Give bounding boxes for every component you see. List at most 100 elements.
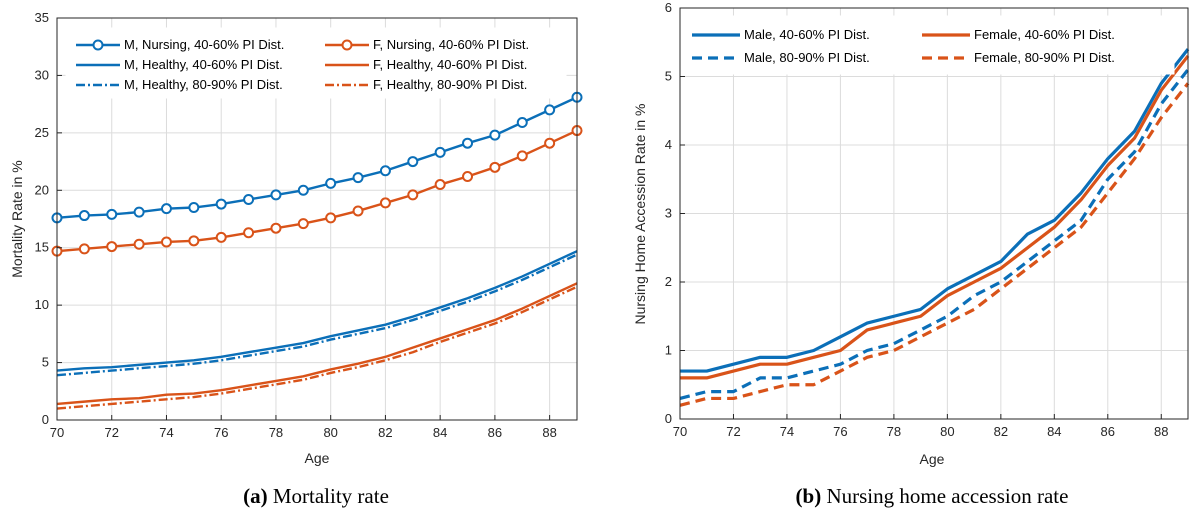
x-tick-label: 76 xyxy=(833,424,847,439)
x-tick-label: 86 xyxy=(488,425,502,440)
caption-b-text: Nursing home accession rate xyxy=(826,484,1068,508)
data-point xyxy=(352,205,364,217)
caption-a: (a) Mortality rate xyxy=(243,484,389,508)
data-point xyxy=(243,227,255,239)
legend-marker xyxy=(341,39,353,51)
x-tick-label: 72 xyxy=(105,425,119,440)
data-point xyxy=(379,197,391,209)
y-tick-label: 5 xyxy=(42,355,49,370)
x-axis-label: Age xyxy=(920,451,945,467)
data-point xyxy=(516,117,528,129)
data-point xyxy=(270,222,282,234)
legend: Male, 40-60% PI Dist. Male, 80-90% PI Di… xyxy=(687,15,1175,75)
legend-entry: F, Healthy, 80-90% PI Dist. xyxy=(373,77,527,92)
legend-keys xyxy=(76,39,369,87)
x-tick-label: 86 xyxy=(1101,424,1115,439)
x-tick-label: 82 xyxy=(994,424,1008,439)
y-tick-label: 3 xyxy=(665,206,672,221)
y-tick-label: 10 xyxy=(35,297,49,312)
legend-entry: Male, 80-90% PI Dist. xyxy=(744,50,870,65)
x-tick-label: 88 xyxy=(1154,424,1168,439)
x-tick-label: 80 xyxy=(323,425,337,440)
series-line xyxy=(56,129,578,253)
series-line xyxy=(56,282,578,406)
data-point xyxy=(215,198,227,210)
legend-entry: M, Healthy, 40-60% PI Dist. xyxy=(124,57,283,72)
data-point xyxy=(106,241,118,253)
y-tick-label: 25 xyxy=(35,125,49,140)
data-point xyxy=(215,231,227,243)
data-point xyxy=(407,156,419,168)
x-tick-label: 78 xyxy=(269,425,283,440)
data-point xyxy=(462,137,474,149)
tick-labels: 70 72 74 76 78 80 82 84 86 88 0 1 2 3 4 5 6 xyxy=(665,0,1169,439)
data-point xyxy=(188,235,200,247)
data-point xyxy=(106,208,118,220)
data-point xyxy=(188,202,200,214)
data-point xyxy=(544,104,556,116)
data-point xyxy=(78,210,90,222)
x-tick-label: 84 xyxy=(1047,424,1061,439)
series-line xyxy=(56,250,578,372)
x-tick-label: 74 xyxy=(780,424,794,439)
series-line xyxy=(680,54,1190,380)
y-tick-label: 20 xyxy=(35,182,49,197)
nursing-home-chart: 70 72 74 76 78 80 82 84 86 88 0 1 2 3 4 5 6 Age Nursing … xyxy=(632,0,1190,508)
y-tick-label: 6 xyxy=(665,0,672,15)
plot-frame xyxy=(56,17,578,421)
data-point xyxy=(133,238,145,250)
data-point xyxy=(297,218,309,230)
series-layer xyxy=(679,48,1190,407)
legend-box xyxy=(65,27,567,99)
caption-b: (b) Nursing home accession rate xyxy=(796,484,1069,508)
y-tick-label: 15 xyxy=(35,240,49,255)
data-point xyxy=(407,189,419,201)
y-tick-label: 30 xyxy=(35,67,49,82)
data-point xyxy=(325,212,337,224)
data-point xyxy=(489,161,501,173)
mortality-chart: 70 72 74 76 78 80 82 84 86 88 0 5 10 15 20 25 30 35 Age M… xyxy=(9,10,583,508)
caption-a-text: Mortality rate xyxy=(273,484,389,508)
data-point xyxy=(489,129,501,141)
y-tick-label: 5 xyxy=(665,69,672,84)
x-axis-label: Age xyxy=(305,450,330,466)
legend-entry: M, Healthy, 80-90% PI Dist. xyxy=(124,77,283,92)
data-point xyxy=(270,189,282,201)
legend-keys xyxy=(692,33,970,60)
data-point xyxy=(379,165,391,177)
x-tick-label: 70 xyxy=(50,425,64,440)
legend-box xyxy=(687,15,1175,75)
legend-entry: Male, 40-60% PI Dist. xyxy=(744,27,870,42)
x-tick-label: 88 xyxy=(542,425,556,440)
data-point xyxy=(297,184,309,196)
data-point xyxy=(243,193,255,205)
legend-entry: Female, 80-90% PI Dist. xyxy=(974,50,1115,65)
y-axis-label: Mortality Rate in % xyxy=(9,160,25,277)
data-point xyxy=(78,243,90,255)
y-tick-label: 2 xyxy=(665,274,672,289)
legend-marker xyxy=(92,39,104,51)
legend-entry: F, Nursing, 40-60% PI Dist. xyxy=(373,37,529,52)
x-tick-label: 70 xyxy=(673,424,687,439)
y-tick-label: 4 xyxy=(665,137,672,152)
data-point xyxy=(462,171,474,183)
x-tick-label: 74 xyxy=(159,425,173,440)
data-point xyxy=(133,206,145,218)
x-tick-label: 72 xyxy=(726,424,740,439)
y-tick-label: 0 xyxy=(665,411,672,426)
series-line xyxy=(56,96,578,220)
data-point xyxy=(434,146,446,158)
data-point xyxy=(160,203,172,215)
data-point xyxy=(544,137,556,149)
series-line xyxy=(679,82,1190,407)
legend: M, Nursing, 40-60% PI Dist. M, Healthy, … xyxy=(65,27,567,99)
x-tick-label: 78 xyxy=(887,424,901,439)
x-tick-label: 82 xyxy=(378,425,392,440)
tick-labels: 70 72 74 76 78 80 82 84 86 88 0 5 10 15 20 25 30 35 xyxy=(35,10,557,440)
y-axis-label: Nursing Home Accession Rate in % xyxy=(632,104,648,325)
data-point xyxy=(516,150,528,162)
x-tick-label: 76 xyxy=(214,425,228,440)
y-tick-label: 0 xyxy=(42,412,49,427)
x-tick-label: 84 xyxy=(433,425,447,440)
data-point xyxy=(434,179,446,191)
